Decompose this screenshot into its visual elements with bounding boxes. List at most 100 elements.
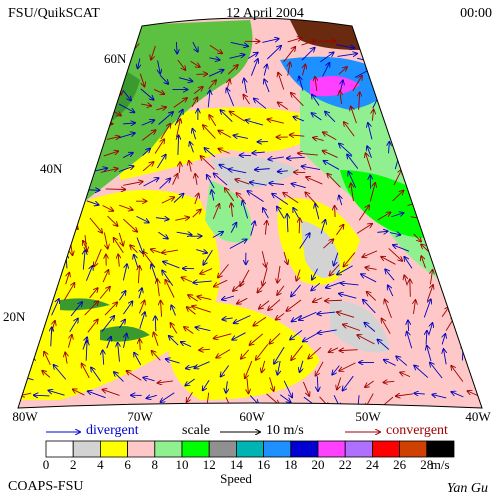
wind-arrow bbox=[313, 297, 323, 302]
wind-arrow bbox=[479, 273, 482, 283]
wind-arrow bbox=[245, 360, 253, 378]
wind-arrow bbox=[143, 178, 159, 187]
wind-arrow bbox=[172, 174, 178, 185]
wind-arrow bbox=[102, 205, 114, 210]
wind-arrow bbox=[152, 351, 161, 361]
wind-arrow bbox=[250, 333, 264, 345]
wind-arrow bbox=[176, 119, 181, 138]
wind-arrow bbox=[478, 318, 482, 333]
wind-arrow bbox=[272, 194, 289, 205]
wind-arrow bbox=[268, 157, 284, 159]
colorbar-swatch bbox=[235, 440, 264, 458]
wind-arrow bbox=[459, 267, 469, 285]
colorbar-label: 26 bbox=[393, 457, 407, 472]
wind-arrow bbox=[478, 242, 482, 254]
wind-arrow bbox=[327, 174, 341, 188]
wind-arrow bbox=[263, 267, 268, 286]
wind-arrow bbox=[296, 269, 301, 281]
wind-arrow bbox=[482, 190, 499, 191]
wind-arrow bbox=[486, 148, 500, 155]
wind-arrow bbox=[134, 353, 142, 366]
wind-arrow bbox=[389, 233, 400, 235]
wind-arrow bbox=[187, 307, 196, 315]
wind-arrow bbox=[485, 90, 492, 102]
wind-arrow bbox=[441, 270, 446, 284]
wind-arrow bbox=[101, 316, 114, 332]
wind-arrow bbox=[47, 132, 61, 142]
wind-arrow bbox=[302, 166, 321, 171]
wind-arrow bbox=[204, 148, 216, 158]
wind-arrow bbox=[413, 233, 421, 242]
wind-arrow bbox=[449, 148, 466, 155]
wind-arrow bbox=[287, 157, 305, 158]
wind-arrow bbox=[103, 151, 118, 157]
wind-arrow bbox=[407, 117, 418, 127]
wind-arrow bbox=[293, 208, 300, 219]
wind-arrow bbox=[86, 200, 99, 205]
wind-arrow bbox=[212, 232, 223, 238]
wind-arrow bbox=[277, 285, 285, 295]
wind-arrow bbox=[465, 217, 476, 230]
wind-arrow bbox=[445, 282, 455, 298]
wind-arrow bbox=[51, 299, 59, 316]
wind-arrow bbox=[384, 360, 396, 366]
wind-arrow bbox=[28, 236, 37, 245]
wind-arrow bbox=[388, 57, 396, 70]
wind-arrow bbox=[351, 106, 357, 124]
colorbar-swatch bbox=[208, 440, 237, 458]
lon-label: 50W bbox=[355, 409, 381, 424]
wind-arrow bbox=[389, 142, 390, 154]
wind-arrow bbox=[65, 273, 70, 285]
colorbar-swatch bbox=[290, 440, 319, 458]
wind-arrow bbox=[192, 306, 211, 313]
wind-arrow bbox=[426, 217, 441, 225]
wind-arrow bbox=[222, 318, 233, 320]
wind-arrow bbox=[214, 173, 228, 186]
wind-arrow bbox=[118, 343, 120, 362]
wind-arrow bbox=[159, 74, 168, 84]
wind-arrow bbox=[413, 300, 415, 314]
wind-arrow bbox=[318, 329, 337, 333]
wind-arrow bbox=[320, 220, 325, 234]
colorbar-swatch bbox=[344, 440, 373, 458]
wind-arrow bbox=[278, 171, 288, 172]
wind-arrow bbox=[203, 379, 210, 390]
wind-arrow bbox=[89, 288, 98, 299]
wind-arrow bbox=[461, 334, 467, 346]
wind-arrow bbox=[337, 265, 353, 275]
wind-arrow bbox=[182, 277, 193, 283]
wind-arrow bbox=[99, 287, 110, 299]
wind-arrow bbox=[306, 177, 323, 185]
wind-arrow bbox=[139, 288, 142, 299]
wind-arrow bbox=[464, 169, 480, 173]
wind-arrow bbox=[405, 45, 408, 56]
wind-arrow bbox=[372, 85, 382, 91]
wind-arrow bbox=[118, 103, 134, 112]
wind-arrow bbox=[26, 337, 31, 348]
colorbar-label: 18 bbox=[284, 457, 297, 472]
wind-arrow bbox=[218, 149, 230, 154]
wind-arrow bbox=[173, 98, 187, 108]
wind-arrow bbox=[408, 320, 409, 332]
wind-arrow bbox=[178, 77, 192, 82]
wind-arrow bbox=[390, 42, 391, 59]
wind-arrow bbox=[18, 195, 21, 205]
wind-arrow bbox=[430, 75, 436, 91]
wind-arrow bbox=[52, 268, 54, 285]
wind-arrow bbox=[326, 281, 341, 287]
wind-arrow bbox=[409, 91, 420, 94]
wind-arrow bbox=[35, 179, 45, 187]
wind-arrow bbox=[423, 299, 431, 318]
wind-arrow bbox=[229, 55, 245, 59]
wind-arrow bbox=[278, 102, 289, 110]
wind-arrow bbox=[445, 58, 451, 68]
wind-arrow bbox=[42, 371, 51, 378]
wind-arrow bbox=[250, 182, 267, 185]
wind-arrow bbox=[84, 39, 102, 48]
wind-arrow bbox=[257, 283, 265, 292]
lon-label: 80W bbox=[12, 409, 38, 424]
legend-convergent: convergent bbox=[386, 423, 448, 438]
colorbar-swatch bbox=[127, 440, 156, 458]
wind-arrow bbox=[427, 158, 443, 170]
wind-arrow bbox=[274, 346, 285, 364]
